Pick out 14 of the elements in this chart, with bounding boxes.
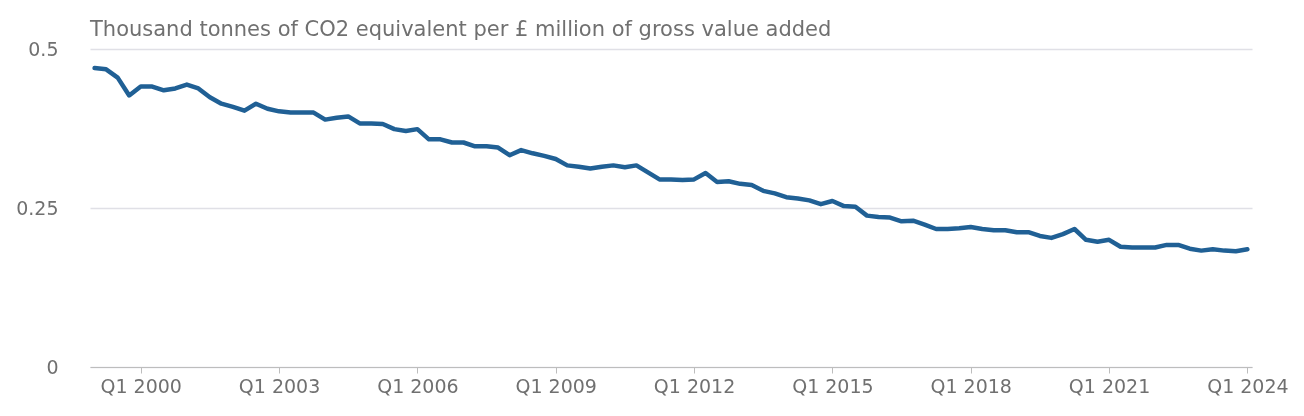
x-tick-label: Q1 2003 [238, 374, 321, 397]
chart-title: Thousand tonnes of CO2 equivalent per £ million of gross value added [89, 17, 832, 41]
line-series [92, 65, 1250, 254]
x-tick-label: Q1 2006 [377, 374, 459, 397]
x-tick-label: Q1 2009 [515, 374, 597, 397]
y-tick-label: 0.5 [28, 37, 59, 60]
x-tick-label: Q1 2018 [930, 374, 1012, 397]
y-tick-label: 0.25 [16, 196, 59, 219]
x-tick-label: Q1 2000 [100, 374, 182, 397]
x-tick-label: Q1 2012 [653, 374, 736, 397]
y-tick-label: 0 [46, 355, 59, 378]
x-tick-label: Q1 2021 [1068, 374, 1151, 397]
x-tick-label: Q1 2015 [792, 374, 874, 397]
x-tick-label: Q1 2024 [1207, 374, 1289, 397]
